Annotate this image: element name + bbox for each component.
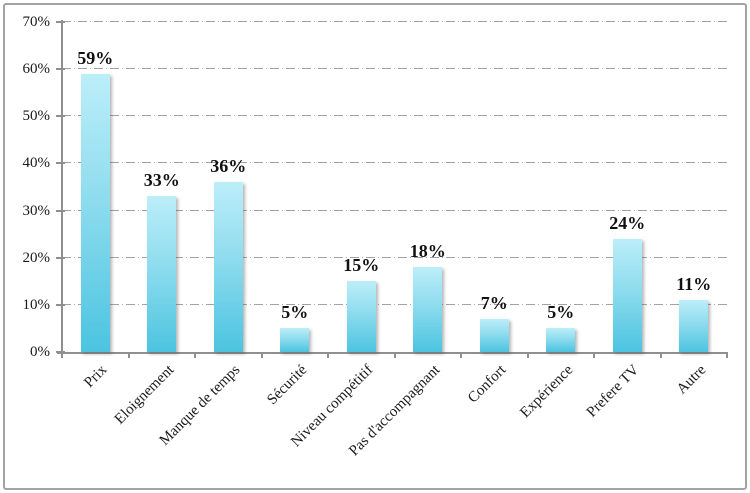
bar-value-label: 24%	[609, 212, 646, 233]
y-gridline	[62, 209, 727, 211]
bar	[80, 73, 110, 352]
x-axis-tick	[726, 352, 728, 358]
bar-value-label: 5%	[281, 302, 309, 323]
y-axis-tick-label: 60%	[22, 61, 51, 78]
y-gridline	[62, 115, 727, 117]
y-axis-line	[61, 20, 63, 354]
bar	[346, 281, 376, 352]
x-axis-tick	[526, 352, 529, 358]
x-axis-tick	[260, 352, 263, 358]
y-axis-tick	[56, 21, 65, 23]
x-axis-category-label: Expérience	[517, 362, 577, 422]
y-axis-tick	[56, 68, 65, 71]
y-axis-tick-label: 20%	[22, 249, 51, 266]
bar	[679, 300, 709, 352]
bar-value-label: 18%	[409, 241, 446, 262]
y-gridline	[62, 303, 727, 305]
x-axis-category-label: Autre	[673, 362, 710, 398]
x-axis-tick	[327, 352, 329, 358]
x-axis-tick	[393, 352, 396, 358]
x-axis-category-label: Pas d'accompagnant	[345, 362, 444, 460]
y-axis-tick	[56, 162, 65, 165]
x-axis-category-label: Niveau compétitif	[288, 362, 377, 451]
y-axis-tick	[56, 256, 65, 259]
y-axis-tick	[56, 209, 65, 212]
x-axis-tick	[127, 352, 130, 358]
bar	[612, 238, 642, 352]
bar-value-label: 15%	[343, 255, 380, 276]
y-axis-tick-label: 40%	[22, 155, 51, 172]
bar	[147, 196, 177, 352]
y-axis-tick	[56, 115, 65, 118]
bar-value-label: 7%	[480, 293, 508, 313]
bar	[280, 328, 310, 352]
bar-value-label: 11%	[676, 274, 712, 295]
y-gridline	[62, 68, 727, 70]
x-axis-category-label: Confort	[465, 362, 510, 407]
y-axis-tick-label: 50%	[22, 108, 51, 125]
bar-value-label: 5%	[547, 302, 575, 323]
bar	[413, 267, 443, 352]
bar-value-label: 59%	[77, 47, 114, 68]
x-axis-line	[57, 352, 727, 354]
bar	[213, 182, 243, 352]
x-axis-category-label: Prefere TV	[584, 362, 643, 421]
bar-value-label: 33%	[143, 170, 180, 191]
y-axis-tick-label: 10%	[22, 296, 51, 313]
y-gridline	[62, 256, 727, 258]
y-axis-tick-label: 0%	[30, 344, 50, 360]
bar-value-label: 36%	[210, 156, 247, 177]
x-axis-category-label: Manque de temps	[156, 362, 244, 449]
y-axis-tick-label: 30%	[22, 202, 51, 219]
x-axis-tick	[659, 352, 662, 358]
y-axis-tick-label: 70%	[22, 14, 51, 30]
x-axis-tick	[61, 352, 63, 358]
bar	[479, 319, 509, 352]
y-gridline	[62, 162, 727, 164]
x-axis-tick	[194, 352, 196, 358]
x-axis-tick	[460, 352, 462, 358]
x-axis-tick	[593, 352, 595, 358]
y-gridline	[62, 21, 727, 22]
bar	[546, 328, 576, 352]
y-axis-tick	[56, 303, 65, 306]
x-axis-category-label: Eloignement	[111, 362, 178, 428]
x-axis-category-label: Sécurité	[263, 362, 311, 409]
